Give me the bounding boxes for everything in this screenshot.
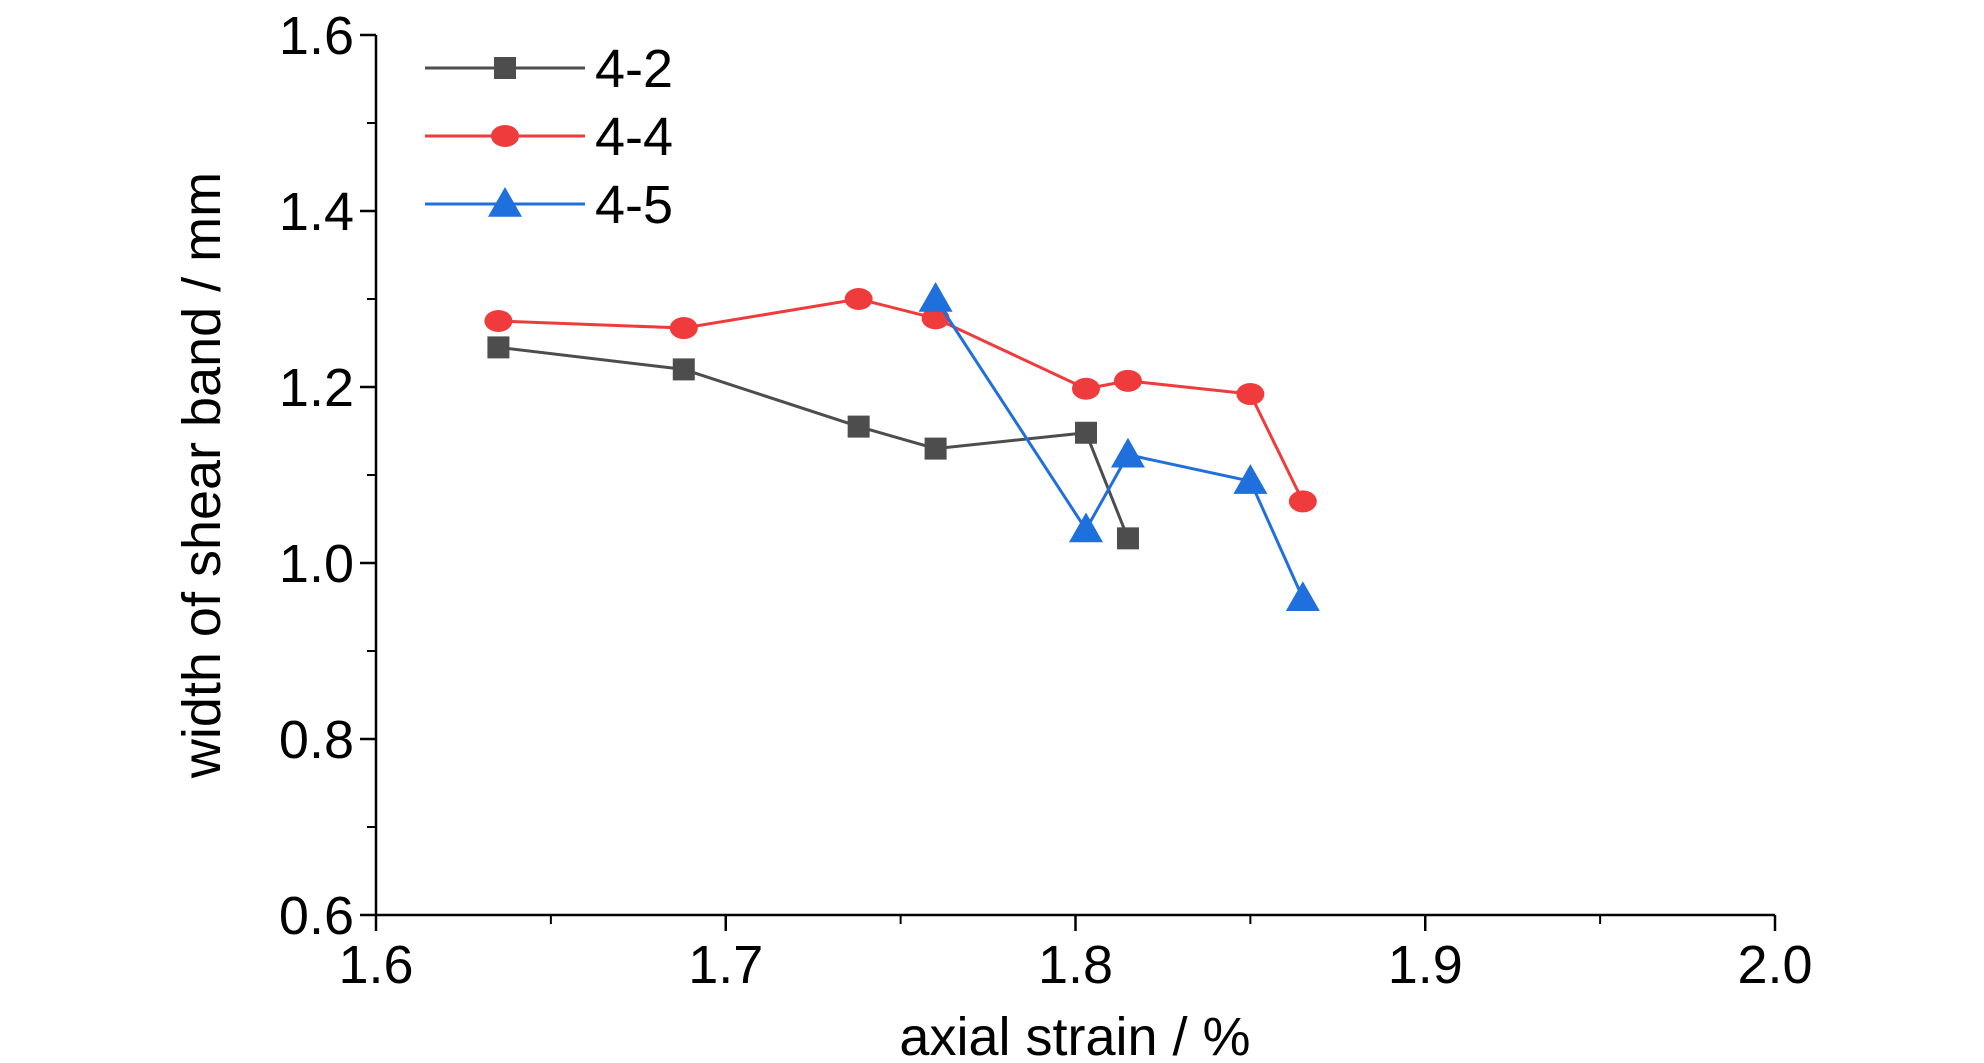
data-point-square: [924, 437, 947, 460]
data-point-triangle: [1285, 581, 1320, 611]
data-point-circle: [1288, 490, 1317, 513]
x-axis-title: axial strain / %: [899, 1007, 1250, 1063]
y-tick-label: 1.0: [279, 534, 354, 594]
legend-label: 4-5: [595, 175, 673, 235]
legend-item-4-2: 4-2: [425, 39, 673, 99]
data-point-triangle: [488, 187, 522, 217]
series-line: [498, 345, 1130, 539]
data-point-circle: [484, 310, 513, 332]
y-tick-label: 1.6: [279, 6, 354, 66]
x-tick-label: 2.0: [1737, 935, 1812, 995]
series-4-5: [918, 282, 1320, 611]
legend-item-4-4: 4-4: [425, 107, 673, 167]
series-4-4: [484, 288, 1317, 513]
data-point-circle: [1071, 377, 1100, 400]
y-tick-label: 0.8: [279, 710, 354, 770]
y-axis-ticks: 0.6 0.8 1.0 1.2 1.4 1.6: [279, 6, 376, 946]
legend: 4-2 4-4 4-5: [425, 39, 673, 235]
x-tick-label: 1.7: [688, 935, 763, 995]
data-point-square: [672, 358, 695, 381]
data-point-triangle: [1068, 512, 1103, 543]
data-point-square: [487, 336, 510, 359]
data-point-circle: [669, 317, 698, 340]
y-axis-title: width of shear band / mm: [172, 172, 232, 779]
data-point-square: [847, 415, 870, 438]
data-point-triangle: [1110, 437, 1145, 468]
series-line: [498, 297, 1305, 503]
y-tick-label: 0.6: [279, 886, 354, 946]
data-point-square: [1074, 421, 1097, 444]
data-point-circle: [1113, 369, 1142, 392]
data-point-circle: [1236, 383, 1265, 406]
data-point-triangle: [918, 282, 953, 312]
data-point-triangle: [1233, 464, 1268, 494]
x-tick-label: 1.6: [338, 935, 413, 995]
x-tick-label: 1.9: [1388, 935, 1463, 995]
data-point-circle: [921, 307, 950, 330]
x-tick-label: 1.8: [1038, 935, 1113, 995]
data-point-square: [494, 57, 516, 79]
legend-label: 4-4: [595, 107, 673, 167]
legend-item-4-5: 4-5: [425, 175, 673, 235]
y-tick-label: 1.2: [279, 358, 354, 418]
data-point-circle: [844, 288, 873, 310]
data-point-circle: [491, 125, 519, 147]
x-axis-ticks: 1.6 1.7 1.8 1.9 2.0: [338, 915, 1813, 995]
y-tick-label: 1.4: [279, 182, 354, 242]
data-point-square: [1116, 527, 1139, 550]
series-4-2: [487, 336, 1139, 550]
legend-label: 4-2: [595, 39, 673, 99]
axes: [374, 35, 1775, 917]
series-layer: [484, 282, 1320, 611]
